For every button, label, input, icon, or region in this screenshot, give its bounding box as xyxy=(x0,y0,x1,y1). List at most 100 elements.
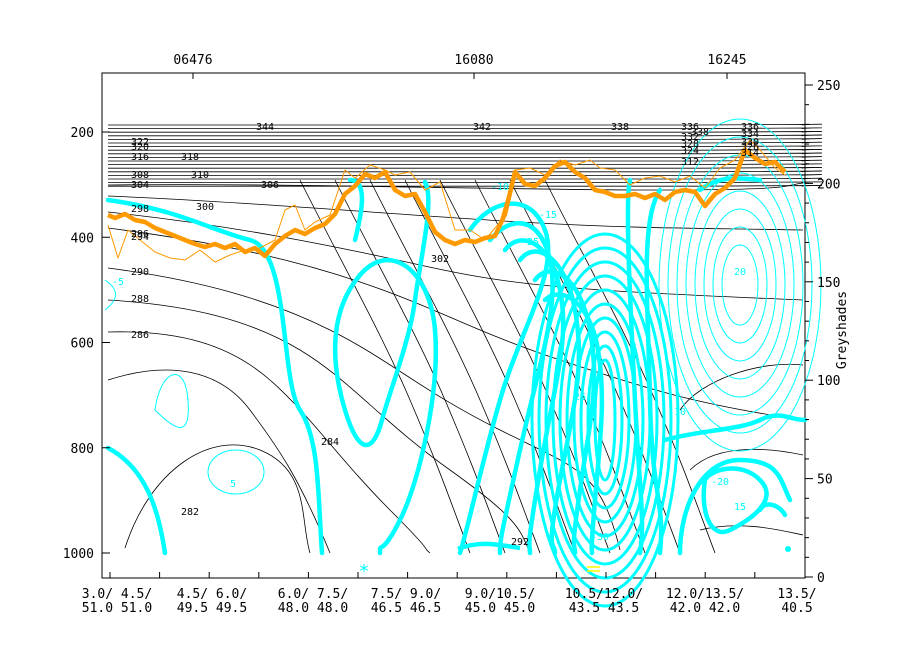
theta-contour-label: 334 xyxy=(741,129,759,140)
cyan-thick-core xyxy=(544,260,666,580)
cyan-thick-contour xyxy=(757,502,788,518)
bottom-location-label: 4.5/ 6.0/ xyxy=(177,587,247,602)
theta-contour-label: 324 xyxy=(681,146,699,157)
right-tick-label: 0 xyxy=(817,571,825,586)
theta-contour-label: 332 xyxy=(681,132,699,143)
isentrope-diagonal xyxy=(299,179,471,554)
cyan-thick-contour xyxy=(677,457,793,556)
cyan-thin-contour xyxy=(703,208,777,362)
isentrope-upper xyxy=(107,167,823,169)
theta-contour-label: 336 xyxy=(681,122,699,133)
theta-contour-label: 314 xyxy=(741,148,759,159)
right-tick-label: 250 xyxy=(817,79,840,94)
isentrope-upper xyxy=(107,185,823,187)
theta-contour-label: 310 xyxy=(191,170,209,181)
isentrope-right xyxy=(679,363,804,411)
isentrope-right xyxy=(689,448,804,471)
theta-contour-label: 320 xyxy=(131,142,149,153)
left-tick-label: 400 xyxy=(71,231,94,246)
theta-contour-label: 288 xyxy=(131,294,149,305)
isentrope-upper xyxy=(107,177,823,180)
top-station-label: 16080 xyxy=(454,53,493,68)
cyan-thin-contour xyxy=(694,190,786,380)
theta-contour-label: 316 xyxy=(131,152,149,163)
bottom-location-label: 46.5 46.5 xyxy=(371,601,441,616)
right-tick-label: 200 xyxy=(817,177,840,192)
isentrope-lower xyxy=(107,211,804,301)
theta-contour-label: 312 xyxy=(681,157,699,168)
cyan-thick-core xyxy=(558,288,652,552)
isentrope-upper xyxy=(107,156,823,159)
cyan-thin-contour xyxy=(676,154,804,416)
isentrope-diagonal xyxy=(334,179,506,554)
isentrope-upper xyxy=(107,170,823,173)
theta-contour-label: 292 xyxy=(511,537,529,548)
theta-contour-label: 338 xyxy=(691,127,709,138)
theta-contour-label: 298 xyxy=(131,204,149,215)
theta-contour-label: 336 xyxy=(741,122,759,133)
left-tick-label: 1000 xyxy=(63,547,94,562)
isentrope-upper xyxy=(107,149,823,151)
theta-contour-label: 286 xyxy=(131,330,149,341)
cyan-thin-contour xyxy=(712,226,768,344)
isentrope-lower xyxy=(124,444,311,554)
isentrope-upper xyxy=(107,145,823,148)
cyan-contour-label: -5 xyxy=(112,277,124,288)
cyan-thick-contour xyxy=(457,201,551,556)
thick-cyan-contours: * xyxy=(105,176,808,608)
bottom-location-label: 49.5 49.5 xyxy=(177,601,247,616)
isentrope-upper xyxy=(107,163,823,166)
theta-contour-label: 338 xyxy=(611,122,629,133)
bottom-location-label: 42.0 42.0 xyxy=(670,601,740,616)
theta-contour-label: 300 xyxy=(196,202,214,213)
bottom-location-label: 9.0/10.5/ xyxy=(465,587,535,602)
right-tick-label: 150 xyxy=(817,276,840,291)
isentrope-upper xyxy=(107,181,823,184)
isentrope-lower xyxy=(107,331,431,554)
cyan-star-marker: * xyxy=(359,561,370,582)
bottom-location-label: 12.0/13.5/ xyxy=(666,587,744,602)
cyan-thick-contour xyxy=(457,541,521,552)
theta-contour-label: 294 xyxy=(131,232,149,243)
theta-contour-label: 342 xyxy=(473,122,491,133)
isentrope-upper xyxy=(107,141,823,144)
axes: 200 400 600 800 1000 0 50 100 150 200 250 Greyshade… xyxy=(63,53,850,616)
isentrope-upper xyxy=(107,134,823,137)
orange-thick-line xyxy=(107,147,787,259)
cyan-thick-contour xyxy=(502,238,566,556)
cyan-thin-contour xyxy=(207,449,265,495)
isentrope-lower xyxy=(107,369,331,554)
cyan-thin-contour xyxy=(154,374,189,428)
theta-contour-label: 306 xyxy=(261,180,279,191)
cyan-thin-contour xyxy=(685,172,795,398)
theta-contour-label: 328 xyxy=(681,139,699,150)
cyan-thick-core xyxy=(530,232,680,608)
theta-contour-label: 296 xyxy=(131,229,149,240)
cyan-thick-contour xyxy=(105,445,168,556)
theta-contour-label: 330 xyxy=(741,137,759,148)
isentrope-lower xyxy=(107,299,531,554)
cyan-contour-label: 10 xyxy=(674,407,686,418)
cyan-thick-core xyxy=(565,302,645,538)
theta-contour-label: 308 xyxy=(131,170,149,181)
cyan-contour-label: -15 xyxy=(539,210,557,221)
bottom-location-label: 43.5 43.5 xyxy=(569,601,639,616)
cyan-thick-contour xyxy=(105,197,325,556)
theta-contour-label: 344 xyxy=(256,122,274,133)
orange-lines xyxy=(107,139,787,263)
top-station-label: 16245 xyxy=(707,53,746,68)
cyan-contour-label: 25 xyxy=(574,392,586,403)
theta-contour-label: 284 xyxy=(321,437,339,448)
isentrope-upper xyxy=(107,123,823,126)
left-tick-label: 600 xyxy=(71,337,94,352)
top-station-label: 06476 xyxy=(173,53,212,68)
plot-frame xyxy=(101,72,806,579)
cyan-contour-label: 5 xyxy=(230,479,236,490)
cyan-thick-core xyxy=(572,316,638,524)
isentrope-upper xyxy=(107,138,823,141)
bottom-location-label: 10.5/12.0/ xyxy=(565,587,643,602)
cyan-contour-label: -25 xyxy=(521,237,539,248)
cyan-thick-contour xyxy=(347,177,365,243)
